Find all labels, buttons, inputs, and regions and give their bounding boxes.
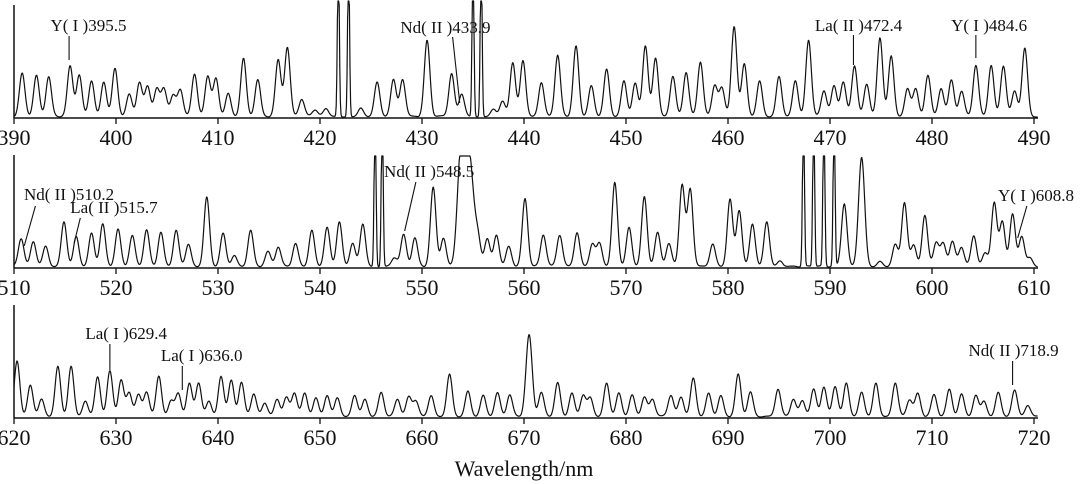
peak-annotation-label: Y( I )484.6	[951, 16, 1027, 35]
x-tick-label: 400	[100, 125, 133, 150]
x-tick-label: 580	[712, 275, 745, 300]
x-tick-label: 540	[304, 275, 337, 300]
x-tick-label: 450	[610, 125, 643, 150]
peak-annotation-label: La( II )515.7	[70, 198, 158, 217]
x-tick-label: 480	[916, 125, 949, 150]
annotation-leader-line	[452, 36, 461, 104]
x-tick-label: 610	[1018, 275, 1051, 300]
x-tick-label: 550	[406, 275, 439, 300]
x-axis-title: Wavelength/nm	[455, 456, 594, 481]
x-tick-label: 440	[508, 125, 541, 150]
peak-annotation-label: La( II )472.4	[815, 16, 903, 35]
annotation-leader-line	[73, 217, 81, 244]
x-tick-label: 570	[610, 275, 643, 300]
x-tick-label: 420	[304, 125, 337, 150]
peak-annotation-label: La( I )636.0	[161, 346, 243, 365]
x-tick-label: 520	[100, 275, 133, 300]
peak-annotation-label: Nd( II )718.9	[969, 341, 1059, 360]
x-tick-label: 660	[406, 425, 439, 450]
x-tick-label: 590	[814, 275, 847, 300]
peak-annotation-label: Nd( II )433.9	[400, 18, 490, 37]
annotation-leader-line	[404, 181, 417, 232]
x-tick-label: 710	[916, 425, 949, 450]
x-tick-label: 390	[0, 125, 31, 150]
x-tick-label: 690	[712, 425, 745, 450]
x-tick-label: 490	[1018, 125, 1051, 150]
x-tick-label: 630	[100, 425, 133, 450]
x-tick-label: 510	[0, 275, 31, 300]
x-tick-label: 460	[712, 125, 745, 150]
x-tick-label: 600	[916, 275, 949, 300]
spectrum-curve-panel-1	[13, 0, 1038, 118]
x-tick-label: 410	[202, 125, 235, 150]
x-tick-label: 650	[304, 425, 337, 450]
peak-annotation-label: Y( I )608.8	[998, 186, 1074, 205]
x-tick-label: 670	[508, 425, 541, 450]
x-tick-label: 640	[202, 425, 235, 450]
x-tick-label: 430	[406, 125, 439, 150]
peak-annotation-label: Nd( II )510.2	[24, 185, 114, 204]
spectrum-curve-panel-2	[13, 155, 1038, 268]
x-tick-label: 700	[814, 425, 847, 450]
x-tick-label: 560	[508, 275, 541, 300]
annotation-leader-line	[1017, 205, 1028, 239]
x-tick-label: 470	[814, 125, 847, 150]
annotation-leader-line	[23, 205, 36, 247]
x-tick-label: 680	[610, 425, 643, 450]
x-tick-label: 530	[202, 275, 235, 300]
x-tick-label: 620	[0, 425, 31, 450]
peak-annotation-label: La( I )629.4	[85, 324, 167, 343]
spectrum-curve-panel-3	[13, 334, 1038, 418]
peak-annotation-label: Y( I )395.5	[50, 16, 126, 35]
peak-annotation-label: Nd( II )548.5	[384, 162, 474, 181]
x-tick-label: 720	[1018, 425, 1051, 450]
